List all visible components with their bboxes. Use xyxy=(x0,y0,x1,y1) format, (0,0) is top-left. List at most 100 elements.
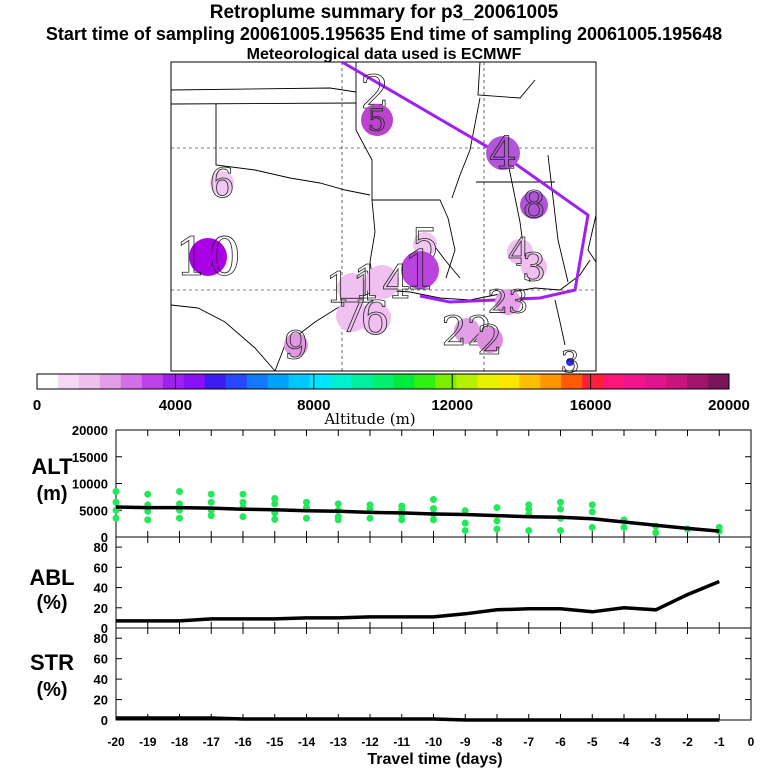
map-cluster-marker xyxy=(361,104,393,136)
x-tick-label: -17 xyxy=(203,735,221,749)
map-cluster-marker xyxy=(566,358,574,366)
alt-particle-point xyxy=(652,529,660,537)
y-tick-label: 20000 xyxy=(72,423,108,438)
map-cluster-marker xyxy=(189,238,227,276)
colorbar-swatch xyxy=(267,374,290,389)
map-cluster-marker xyxy=(337,273,367,303)
alt-panel-label: ALT xyxy=(31,454,73,479)
alt-particle-point xyxy=(493,517,501,525)
alt-particle-point xyxy=(493,504,501,512)
alt-particle-point xyxy=(239,498,247,506)
x-tick-label: -1 xyxy=(714,735,725,749)
colorbar-swatch xyxy=(687,374,709,389)
map-borders xyxy=(170,61,597,372)
alt-particle-point xyxy=(557,505,564,513)
colorbar-swatch xyxy=(666,374,688,389)
map-cluster-marker xyxy=(486,136,520,170)
x-tick-label: -11 xyxy=(393,735,410,749)
alt-particle-point xyxy=(588,508,596,516)
map-cluster-label: 5 xyxy=(367,104,386,139)
colorbar-swatch xyxy=(162,374,185,389)
y-tick-label: 40 xyxy=(94,581,108,596)
x-tick-label: -3 xyxy=(650,735,661,749)
y-tick-label: 0 xyxy=(101,530,108,545)
map-cluster-marker xyxy=(413,232,437,256)
alt-panel-unit: (m) xyxy=(36,483,67,505)
alt-particle-point xyxy=(557,527,564,535)
map-cluster-marker xyxy=(495,289,521,315)
colorbar-swatch xyxy=(582,374,604,389)
x-tick-label: 0 xyxy=(748,735,755,749)
y-tick-label: 20 xyxy=(94,693,108,708)
colorbar-swatch xyxy=(120,374,143,389)
map-cluster-label: 9 xyxy=(284,323,308,367)
alt-particle-point xyxy=(303,514,310,522)
x-tick-label: -20 xyxy=(107,735,125,749)
map-cluster-marker xyxy=(477,327,503,353)
abl-panel-unit: (%) xyxy=(36,592,67,614)
alt-particle-point xyxy=(525,527,533,535)
alt-particle-point xyxy=(461,527,469,535)
map-cluster-marker xyxy=(210,171,234,195)
y-tick-label: 80 xyxy=(94,540,108,555)
colorbar-swatch xyxy=(561,374,583,389)
map-cluster-marker xyxy=(284,333,308,357)
abl-panel-label: ABL xyxy=(29,565,74,590)
y-tick-label: 20 xyxy=(94,601,108,616)
x-tick-label: -8 xyxy=(492,735,503,749)
colorbar-swatch xyxy=(183,374,206,389)
y-tick-label: 60 xyxy=(94,652,108,667)
alt-particle-point xyxy=(557,498,564,506)
map-cluster-label: 2 xyxy=(477,318,502,364)
str-panel-label: STR xyxy=(30,650,74,675)
map-cluster-marker xyxy=(401,251,439,289)
colorbar-swatch xyxy=(540,374,562,389)
y-tick-label: 0 xyxy=(101,621,108,636)
x-tick-label: -15 xyxy=(266,735,284,749)
alt-particle-point xyxy=(144,490,152,498)
y-tick-label: 15000 xyxy=(72,450,108,465)
colorbar-swatch xyxy=(372,374,394,389)
alt-particle-point xyxy=(239,490,247,498)
alt-particle-point xyxy=(493,525,501,533)
y-tick-label: 60 xyxy=(94,560,108,575)
colorbar-label: Altitude (m) xyxy=(323,410,415,428)
alt-particle-point xyxy=(207,512,215,520)
x-tick-label: -18 xyxy=(171,735,189,749)
colorbar-tick-label: 8000 xyxy=(297,397,330,414)
map-cluster-marker xyxy=(521,254,547,280)
colorbar-swatch xyxy=(435,374,457,389)
alt-particle-point xyxy=(112,498,120,506)
y-tick-label: 10000 xyxy=(72,477,108,492)
x-tick-label: -6 xyxy=(555,735,566,749)
map-cluster-label: 23 xyxy=(488,283,529,321)
chart-title: Retroplume summary for p3_20061005 xyxy=(209,2,559,23)
alt-particle-point xyxy=(430,516,437,524)
y-tick-label: 5000 xyxy=(79,503,108,518)
map-cluster-label: 14 xyxy=(353,255,412,309)
colorbar-swatch xyxy=(246,374,269,389)
y-tick-label: 40 xyxy=(94,672,108,687)
alt-particle-point xyxy=(588,501,596,509)
colorbar-swatch xyxy=(519,374,541,389)
alt-particle-point xyxy=(461,507,469,515)
alt-particle-point xyxy=(271,494,279,502)
alt-particle-point xyxy=(144,507,152,515)
alt-mean-line xyxy=(115,505,720,533)
map-cluster-label: 8 xyxy=(523,186,546,227)
colorbar-swatch xyxy=(456,374,478,389)
alt-particle-point xyxy=(176,500,183,508)
abl-mean-line xyxy=(116,579,720,623)
alt-particle-point xyxy=(366,514,374,522)
str-mean-line xyxy=(116,716,720,722)
colorbar-swatch xyxy=(37,374,59,389)
alt-particle-point xyxy=(430,496,437,504)
colorbar-swatch xyxy=(309,374,332,389)
x-tick-label: -4 xyxy=(619,735,630,749)
colorbar-swatch xyxy=(99,374,122,389)
alt-particle-point xyxy=(430,505,437,513)
alt-particle-point xyxy=(207,498,215,506)
colorbar-swatch xyxy=(603,374,625,389)
alt-particle-point xyxy=(461,519,469,527)
